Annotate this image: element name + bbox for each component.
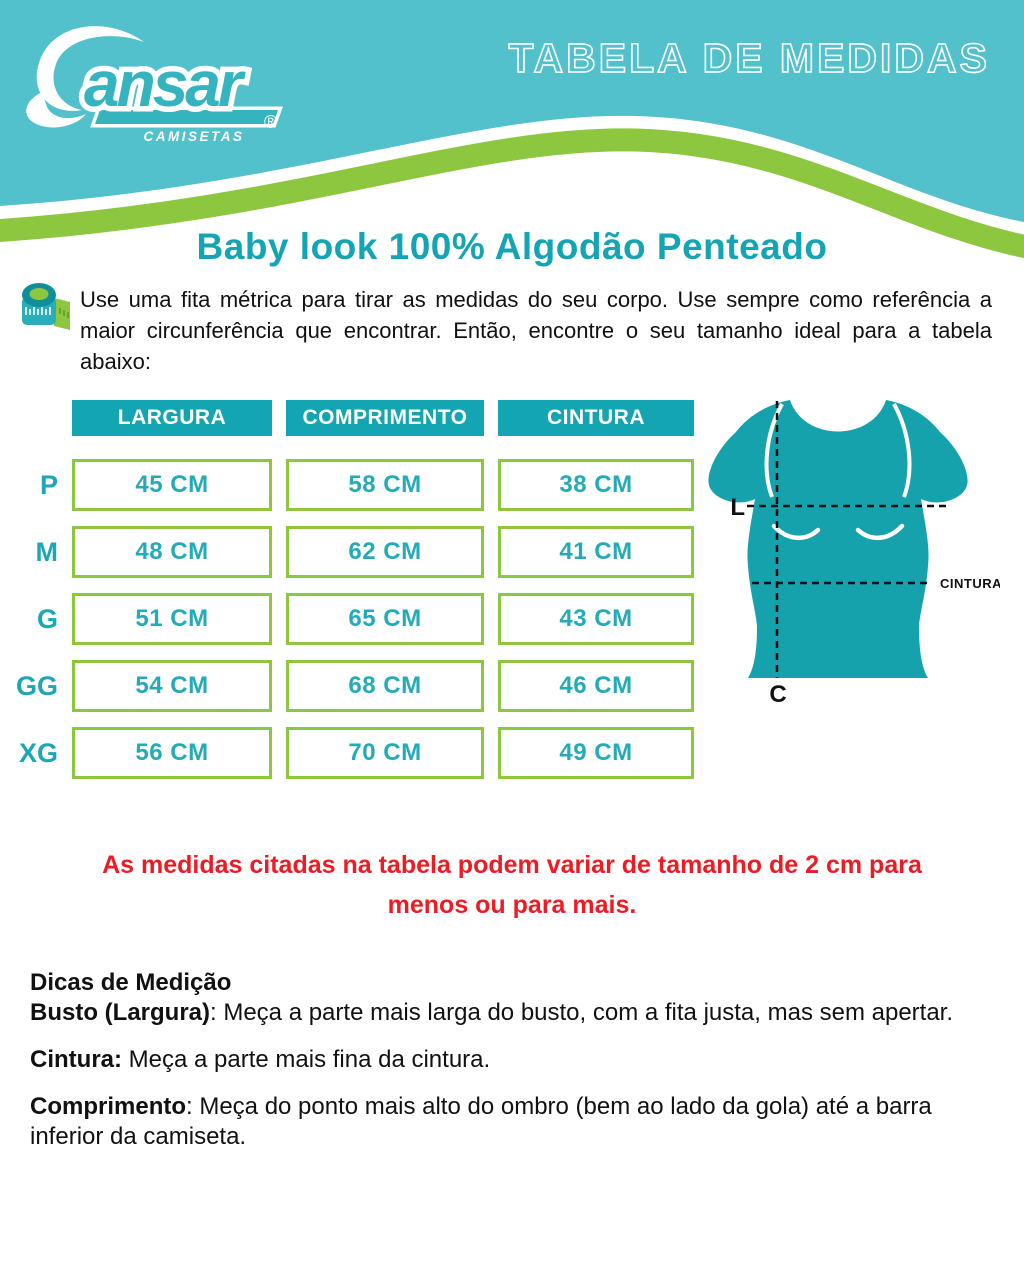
tip-text: : Meça do ponto mais alto do ombro (bem … — [30, 1093, 932, 1150]
table-body: P 45 CM 58 CM 38 CM M 48 CM 62 CM 41 CM … — [8, 459, 694, 779]
column-header-cintura: CINTURA — [498, 400, 694, 436]
table-header-row: LARGURA COMPRIMENTO CINTURA — [8, 400, 694, 436]
intro-text: Use uma fita métrica para tirar as medid… — [80, 287, 992, 374]
product-title: Baby look 100% Algodão Penteado — [196, 226, 828, 267]
tip-term: Comprimento — [30, 1093, 186, 1120]
tip-busto: Busto (Largura): Meça a parte mais larga… — [30, 998, 995, 1028]
cell-m-comprimento: 62 CM — [286, 526, 484, 578]
size-label-m: M — [35, 536, 59, 567]
label-c: C — [769, 681, 786, 708]
label-l: L — [730, 494, 745, 521]
label-cintura: CINTURA — [940, 576, 1000, 591]
size-table: LARGURA COMPRIMENTO CINTURA P 45 CM 58 C… — [8, 400, 694, 779]
cell-xg-cintura: 49 CM — [498, 727, 694, 779]
shirt-diagram: L C CINTURA — [708, 400, 1000, 708]
brand-wordmark: ansar — [84, 48, 246, 120]
tip-text: : Meça a parte mais larga do busto, com … — [210, 999, 954, 1026]
tip-cintura: Cintura: Meça a parte mais fina da cintu… — [30, 1045, 995, 1075]
tips-section: Dicas de Medição Busto (Largura): Meça a… — [30, 968, 995, 1152]
cell-p-largura: 45 CM — [72, 459, 272, 511]
notice-text: As medidas citadas na tabela podem varia… — [102, 851, 922, 919]
cell-m-cintura: 41 CM — [498, 526, 694, 578]
tips-heading: Dicas de Medição — [30, 969, 232, 996]
tip-comprimento: Comprimento: Meça do ponto mais alto do … — [30, 1092, 995, 1152]
cell-gg-comprimento: 68 CM — [286, 660, 484, 712]
svg-text:TABELA DE MEDIDAS: TABELA DE MEDIDAS — [509, 35, 991, 81]
cell-xg-comprimento: 70 CM — [286, 727, 484, 779]
cell-xg-largura: 56 CM — [72, 727, 272, 779]
cell-p-cintura: 38 CM — [498, 459, 694, 511]
brand-registered: ® — [264, 112, 277, 132]
tip-text: Meça a parte mais fina da cintura. — [122, 1046, 491, 1073]
tip-term: Busto (Largura) — [30, 999, 210, 1026]
column-header-largura: LARGURA — [72, 400, 272, 436]
cell-g-largura: 51 CM — [72, 593, 272, 645]
cell-g-cintura: 43 CM — [498, 593, 694, 645]
cell-m-largura: 48 CM — [72, 526, 272, 578]
size-label-p: P — [39, 469, 58, 500]
cell-gg-largura: 54 CM — [72, 660, 272, 712]
cell-g-comprimento: 65 CM — [286, 593, 484, 645]
brand-subtitle: CAMISETAS — [143, 129, 244, 144]
size-label-gg: GG — [15, 670, 58, 701]
measuring-tape-icon — [22, 283, 70, 330]
tshirt-icon — [708, 400, 968, 678]
brand-logo: ansar ® CAMISETAS — [26, 26, 283, 144]
size-label-g: G — [36, 603, 58, 634]
brand-swoosh-icon — [26, 26, 144, 128]
size-label-xg: XG — [18, 737, 58, 768]
tip-term: Cintura: — [30, 1046, 122, 1073]
header-wave — [0, 0, 1024, 260]
page-title: TABELA DE MEDIDAS — [508, 34, 991, 82]
column-header-comprimento: COMPRIMENTO — [286, 400, 484, 436]
cell-gg-cintura: 46 CM — [498, 660, 694, 712]
cell-p-comprimento: 58 CM — [286, 459, 484, 511]
